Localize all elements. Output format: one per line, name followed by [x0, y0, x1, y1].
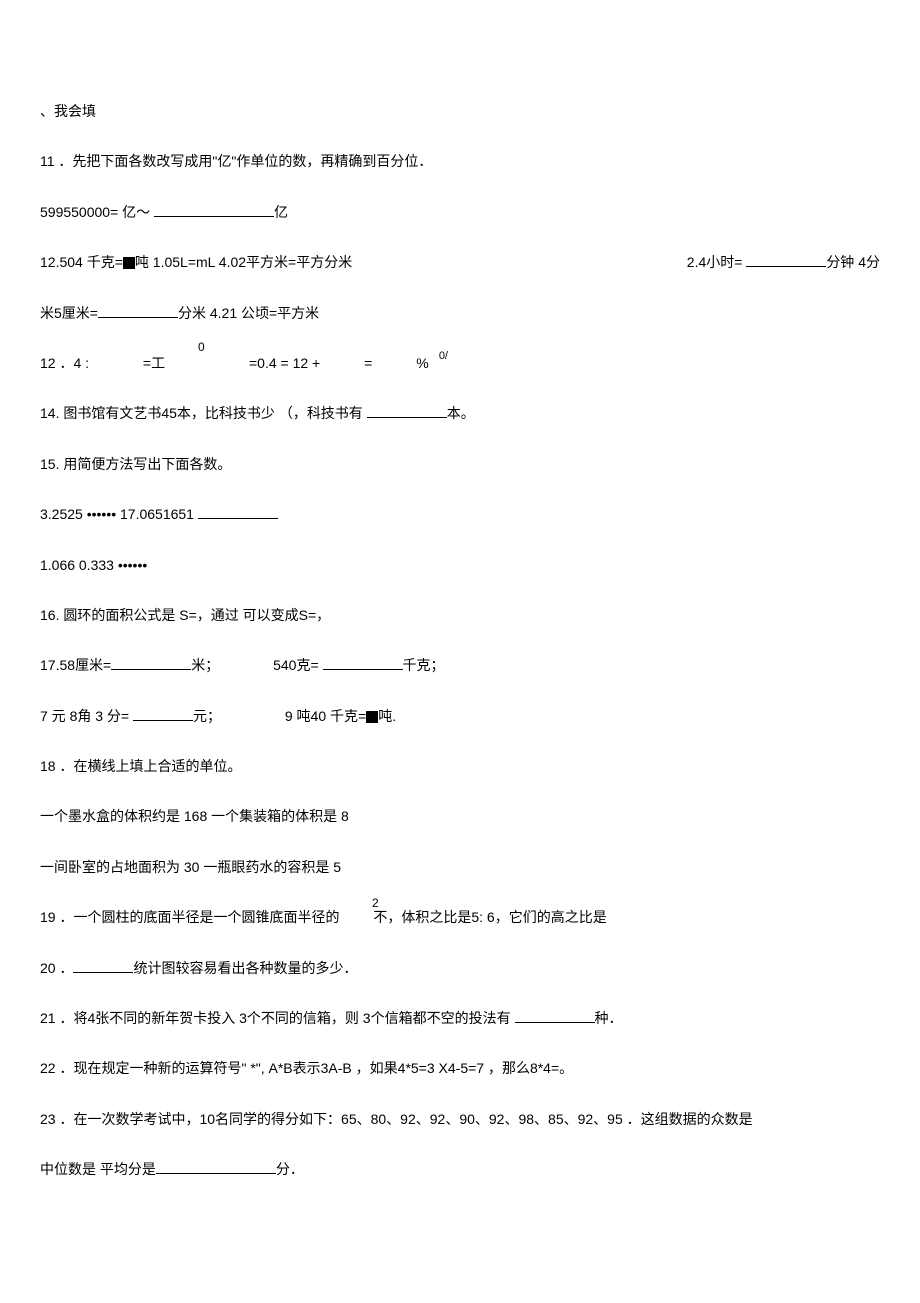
question-20: 20 ． 统计图较容易看出各种数量的多少． — [40, 957, 880, 979]
blank — [323, 656, 403, 670]
q14-prefix: 14. 图书馆有文艺书45本，比科技书少 （，科技书有 — [40, 405, 367, 421]
question-18: 18 ．在横线上填上合适的单位。 — [40, 755, 880, 777]
q13-eq3: = — [364, 355, 372, 371]
q17-p2: 540克= — [273, 657, 322, 673]
q13-eq2: =0.4 = 12 + — [249, 355, 320, 371]
q13-zero: 0 — [198, 338, 205, 357]
q13-eq1: =工 — [143, 355, 165, 371]
blank — [156, 1160, 276, 1174]
blank — [367, 404, 447, 418]
q13-pct: % — [416, 355, 428, 371]
question-23: 23 ．在一次数学考试中，10名同学的得分如下：65、80、92、92、90、9… — [40, 1108, 880, 1130]
question-11: 11 ．先把下面各数改写成用"亿"作单位的数，再精确到百分位． — [40, 150, 880, 172]
question-21: 21 ．将4张不同的新年贺卡投入 3个不同的信箱，则 3个信箱都不空的投法有 种… — [40, 1007, 880, 1029]
q11-prefix: 599550000= 亿～ — [40, 204, 154, 220]
black-box-icon — [366, 711, 378, 723]
question-16: 16. 圆环的面积公式是 S=，通过 可以变成S=， — [40, 604, 880, 626]
q12-text1: 12.504 千克= — [40, 254, 123, 270]
q15-l2: 3.2525 •••••• 17.0651651 — [40, 506, 198, 522]
q20-suffix: 统计图较容易看出各种数量的多少． — [133, 960, 357, 976]
question-22: 22 ．现在规定一种新的运算符号" *", A*B表示3A-B ，如果4*5=3… — [40, 1057, 880, 1079]
blank — [133, 707, 193, 721]
q17-l2-m: 元； — [193, 708, 221, 724]
q13-frac: 0/ — [439, 348, 448, 366]
q14-suffix: 本。 — [447, 405, 475, 421]
q12-l2-prefix: 米5厘米= — [40, 305, 98, 321]
question-17-line2: 7 元 8角 3 分= 元； 9 吨40 千克= 吨. — [40, 705, 880, 727]
blank — [198, 505, 278, 519]
question-15-line3: 1.066 0.333 •••••• — [40, 554, 880, 576]
blank — [746, 253, 826, 267]
q17-p1: 17.58厘米= — [40, 657, 111, 673]
q17-l2-s: 吨. — [378, 708, 396, 724]
q19-prefix: 19 ．一个圆柱的底面半径是一个圆锥底面半径的 — [40, 909, 339, 925]
blank — [154, 203, 274, 217]
q17-s2: 千克； — [403, 657, 445, 673]
question-15: 15. 用简便方法写出下面各数。 — [40, 453, 880, 475]
q21-prefix: 21 ．将4张不同的新年贺卡投入 3个不同的信箱，则 3个信箱都不空的投法有 — [40, 1010, 515, 1026]
question-12-line2: 米5厘米= 分米 4.21 公顷=平方米 — [40, 302, 880, 324]
q13-prefix: 12 ．4 : — [40, 355, 89, 371]
q19-num: 2 — [372, 894, 379, 913]
blank — [73, 959, 133, 973]
question-17: 17.58厘米= 米； 540克= 千克； — [40, 654, 880, 676]
q17-l2-p: 7 元 8角 3 分= — [40, 708, 133, 724]
question-18-line3: 一间卧室的占地面积为 30 一瓶眼药水的容积是 5 — [40, 856, 880, 878]
question-11-line2: 599550000= 亿～ 亿 — [40, 201, 880, 223]
q23-l2-suffix: 分． — [276, 1161, 304, 1177]
question-19: 2 19 ．一个圆柱的底面半径是一个圆锥底面半径的 不，体积之比是5: 6，它们… — [40, 906, 880, 928]
q12-left: 12.504 千克= 吨 1.05L=mL 4.02平方米=平方分米 — [40, 251, 687, 273]
black-box-icon — [123, 257, 135, 269]
question-23-line2: 中位数是 平均分是 分． — [40, 1158, 880, 1180]
blank — [515, 1009, 595, 1023]
q12-right-prefix: 2.4小时= — [687, 254, 747, 270]
q17-l2-r: 9 吨40 千克= — [285, 708, 366, 724]
question-15-line2: 3.2525 •••••• 17.0651651 — [40, 503, 880, 525]
question-18-line2: 一个墨水盒的体积约是 168 一个集装箱的体积是 8 — [40, 805, 880, 827]
question-14: 14. 图书馆有文艺书45本，比科技书少 （，科技书有 本。 — [40, 402, 880, 424]
q17-s1: 米； — [191, 657, 219, 673]
q19-mid: 不，体积之比是5: 6，它们的高之比是 — [373, 909, 606, 925]
q12-right-suffix: 分钟 4分 — [826, 254, 880, 270]
q12-right: 2.4小时= 分钟 4分 — [687, 251, 880, 273]
q11-suffix: 亿 — [274, 204, 288, 220]
blank — [111, 656, 191, 670]
q12-l2-mid: 分米 4.21 公顷=平方米 — [178, 305, 319, 321]
section-title: 、我会填 — [40, 100, 880, 122]
q12-mid1: 吨 1.05L=mL 4.02平方米=平方分米 — [135, 254, 352, 270]
question-12: 12.504 千克= 吨 1.05L=mL 4.02平方米=平方分米 2.4小时=… — [40, 251, 880, 273]
question-13: 0 12 ．4 : =工 =0.4 = 12 + = 0/ % — [40, 352, 880, 374]
q23-l2-prefix: 中位数是 平均分是 — [40, 1161, 156, 1177]
q20-prefix: 20 ． — [40, 960, 73, 976]
q21-suffix: 种． — [595, 1010, 623, 1026]
blank — [98, 304, 178, 318]
